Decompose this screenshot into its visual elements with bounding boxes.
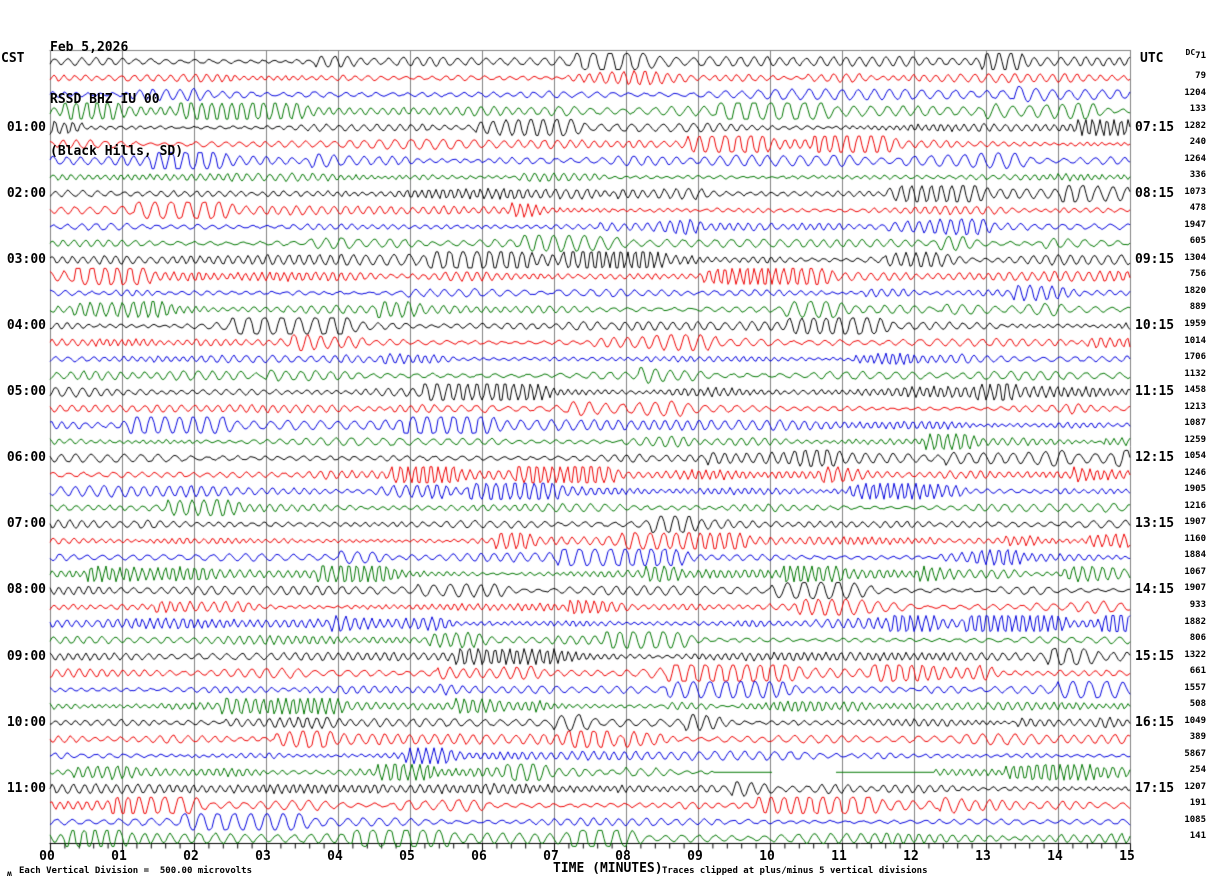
dc-offset-value: 1907 [1184, 583, 1206, 594]
dc-offset-value: 133 [1189, 104, 1206, 115]
clipping-note: Traces clipped at plus/minus 5 vertical … [662, 866, 928, 876]
utc-hour-label: 08:15 [1135, 185, 1175, 201]
dc-offset-value: 933 [1189, 599, 1206, 610]
dc-offset-value: 1014 [1184, 335, 1206, 346]
dc-offset-value: 191 [1189, 798, 1206, 809]
dc-offset-value: 1246 [1184, 467, 1206, 478]
dc-offset-value: 1213 [1184, 401, 1206, 412]
dc-offset-value: 1264 [1184, 153, 1206, 164]
dc-offset-value: 1207 [1184, 781, 1206, 792]
x-tick-label: 08 [615, 849, 631, 864]
cst-hour-label: 06:00 [6, 450, 46, 466]
dc-offset-value: 1132 [1184, 368, 1206, 379]
x-tick-label: 13 [975, 849, 991, 864]
dc-offset-value: 141 [1189, 831, 1206, 842]
cst-hour-label: 10:00 [6, 714, 46, 730]
utc-hour-label: 11:15 [1135, 384, 1175, 400]
dc-offset-value: 1959 [1184, 318, 1206, 329]
dc-offset-value: 336 [1189, 170, 1206, 181]
dc-offset-value: 79 [1195, 71, 1206, 82]
x-tick-label: 11 [831, 849, 847, 864]
title-location: (Black Hills, SD) [50, 144, 184, 159]
dc-offset-value: 1160 [1184, 533, 1206, 544]
dc-offset-value: 5867 [1184, 748, 1206, 759]
dc-offset-value: 1085 [1184, 814, 1206, 825]
dc-offset-value: 1087 [1184, 418, 1206, 429]
cst-hour-label: 01:00 [6, 119, 46, 135]
dc-offset-value: 1067 [1184, 566, 1206, 577]
dc-offset-value: 1882 [1184, 616, 1206, 627]
dc-offset-value: 661 [1189, 666, 1206, 677]
x-tick-label: 02 [183, 849, 199, 864]
dc-offset-value: DC71 [1185, 47, 1206, 61]
left-timezone-label: CST [1, 51, 25, 66]
dc-offset-value: 1216 [1184, 500, 1206, 511]
x-tick-label: 05 [399, 849, 415, 864]
dc-offset-value: 1259 [1184, 434, 1206, 445]
vertical-scale-note: Each Vertical Division = 500.00 microvol… [19, 866, 252, 876]
x-tick-label: 01 [111, 849, 127, 864]
dc-offset-value: 1054 [1184, 451, 1206, 462]
cst-hour-label: 11:00 [6, 780, 46, 796]
corner-wave-glyph: ʍ [7, 869, 12, 878]
dc-offset-value: 1557 [1184, 682, 1206, 693]
dc-offset-value: 1458 [1184, 385, 1206, 396]
cst-hour-label: 05:00 [6, 384, 46, 400]
dc-offset-value: 1907 [1184, 517, 1206, 528]
dc-offset-value: 1282 [1184, 120, 1206, 131]
x-tick-label: 12 [903, 849, 919, 864]
cst-hour-label: 03:00 [6, 251, 46, 267]
utc-hour-label: 07:15 [1135, 119, 1175, 135]
dc-label: DC [1185, 47, 1196, 57]
x-tick-label: 14 [1047, 849, 1063, 864]
title-station: RSSD BHZ IU 00 [50, 92, 160, 107]
x-tick-label: 06 [471, 849, 487, 864]
dc-offset-value: 1820 [1184, 285, 1206, 296]
dc-offset-value: 1947 [1184, 219, 1206, 230]
dc-offset-value: 756 [1189, 269, 1206, 280]
title-block: Feb 5,2026 RSSD BHZ IU 00 (Black Hills, … [50, 3, 183, 197]
dc-offset-value: 889 [1189, 302, 1206, 313]
dc-offset-value: 508 [1189, 699, 1206, 710]
dc-offset-value: 389 [1189, 732, 1206, 743]
dc-offset-value: 1322 [1184, 649, 1206, 660]
dc-offset-value: 1905 [1184, 484, 1206, 495]
dc-offset-value: 605 [1189, 236, 1206, 247]
dc-offset-value: 478 [1189, 203, 1206, 214]
cst-hour-label: 04:00 [6, 317, 46, 333]
utc-hour-label: 09:15 [1135, 251, 1175, 267]
dc-offset-value: 1304 [1184, 252, 1206, 263]
dc-offset-value: 254 [1189, 765, 1206, 776]
utc-hour-label: 12:15 [1135, 450, 1175, 466]
x-tick-label: 00 [39, 849, 55, 864]
utc-hour-label: 16:15 [1135, 714, 1175, 730]
x-tick-label: 10 [759, 849, 775, 864]
dc-offset-value: 1049 [1184, 715, 1206, 726]
utc-hour-label: 14:15 [1135, 582, 1175, 598]
x-axis-title: TIME (MINUTES) [553, 861, 663, 876]
dc-offset-value: 1884 [1184, 550, 1206, 561]
x-tick-label: 15 [1119, 849, 1135, 864]
x-tick-label: 04 [327, 849, 343, 864]
cst-hour-label: 02:00 [6, 185, 46, 201]
title-date: Feb 5,2026 [50, 40, 129, 55]
dc-offset-value: 240 [1189, 137, 1206, 148]
dc-offset-value: 1706 [1184, 352, 1206, 363]
utc-hour-label: 17:15 [1135, 780, 1175, 796]
cst-hour-label: 09:00 [6, 648, 46, 664]
cst-hour-label: 08:00 [6, 582, 46, 598]
utc-hour-label: 13:15 [1135, 516, 1175, 532]
dc-offset-value: 806 [1189, 633, 1206, 644]
dc-offset-value: 1073 [1184, 186, 1206, 197]
utc-hour-label: 15:15 [1135, 648, 1175, 664]
x-tick-label: 09 [687, 849, 703, 864]
cst-hour-label: 07:00 [6, 516, 46, 532]
right-timezone-label: UTC [1140, 51, 1164, 66]
dc-offset-value: 1204 [1184, 87, 1206, 98]
x-tick-label: 07 [543, 849, 559, 864]
utc-hour-label: 10:15 [1135, 317, 1175, 333]
x-tick-label: 03 [255, 849, 271, 864]
